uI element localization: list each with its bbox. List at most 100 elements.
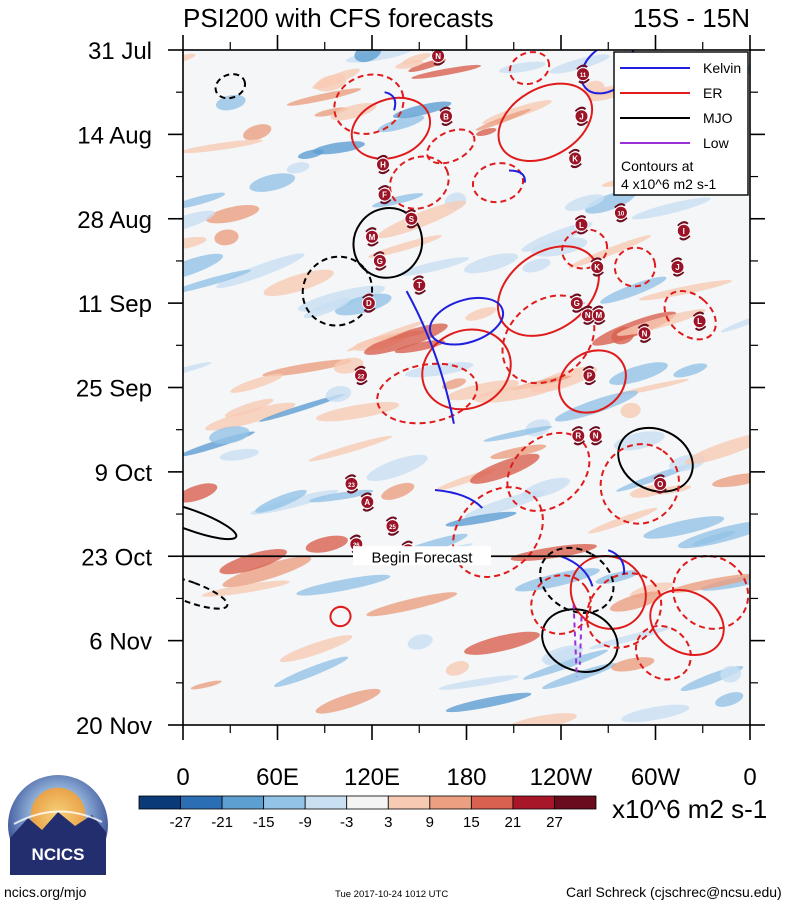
x-axis: 0 60E 120E 180 120W 60W 0: [176, 35, 757, 791]
colorbar-label: -27: [170, 814, 192, 831]
storm-marker: T: [412, 275, 427, 295]
legend-note: 4 x10^6 m2 s-1: [621, 176, 716, 192]
colorbar-swatch: [304, 795, 348, 810]
anomaly-patch: [183, 210, 215, 233]
x-tick-label: 0: [176, 764, 189, 791]
storm-tail: [362, 293, 376, 313]
colorbar-label: 9: [426, 814, 434, 831]
wave-contour: [558, 349, 627, 414]
storm-marker: 10: [613, 203, 628, 223]
colorbar-swatch: [138, 795, 181, 810]
legend-label: MJO: [703, 110, 733, 126]
storm-marker: 22: [354, 365, 368, 386]
storm-circle: [412, 278, 427, 292]
wave-contour: [663, 290, 717, 341]
storm-label: 23: [348, 483, 355, 489]
y-tick-label: 23 Oct: [81, 544, 152, 571]
storm-tail: [576, 64, 590, 84]
storm-circle: [360, 495, 375, 509]
kelvin-contour: [384, 91, 397, 111]
x-tick-label: 180: [446, 764, 486, 791]
storm-label: B: [443, 112, 449, 121]
storm-label: J: [579, 112, 583, 121]
anomaly-patch: [183, 192, 226, 210]
wave-contour: [649, 588, 725, 657]
storm-circle: [653, 476, 668, 491]
anomaly-patch: [638, 280, 732, 301]
anomaly-patch: [715, 692, 744, 707]
wave-contour: [672, 554, 750, 630]
wave-contour: [421, 328, 512, 411]
anomaly-patch: [490, 444, 547, 460]
wave-contour: [376, 362, 478, 425]
anomaly-patch: [394, 340, 445, 354]
storm-tail: [568, 148, 582, 169]
wave-contour: [214, 73, 247, 100]
chart-region-label: 15S - 15N: [633, 3, 750, 33]
anomaly-patch: [398, 257, 469, 276]
x-tick-label: 120W: [530, 764, 593, 791]
anomaly-patch: [222, 556, 312, 588]
storm-circle: [637, 326, 652, 341]
anomaly-patch: [314, 107, 348, 117]
forecast-label-bg: [353, 546, 491, 566]
storm-circle: [404, 211, 419, 226]
colorbar-swatch: [387, 795, 431, 810]
anomaly-patch: [445, 661, 470, 676]
anomaly-patch: [183, 361, 212, 379]
anomaly-patch: [183, 253, 224, 282]
storm-tail: [653, 474, 667, 494]
storm-circle: [588, 428, 603, 443]
storm-tail: [377, 185, 392, 205]
storm-circle: [365, 229, 379, 244]
storm-circle: [574, 217, 589, 232]
footer-author: Carl Schreck (cjschrec@ncsu.edu): [566, 884, 782, 900]
colorbar-label: -21: [211, 814, 233, 831]
legend-label: Kelvin: [703, 60, 741, 76]
storm-marker: M: [365, 227, 379, 247]
anomaly-patch: [230, 373, 283, 393]
anomaly-patch: [464, 490, 547, 519]
anomaly-patch: [330, 103, 377, 121]
legend-label: Low: [703, 135, 730, 151]
anomaly-patch: [381, 482, 415, 500]
storm-label: 10: [618, 212, 625, 218]
storm-tail: [360, 492, 374, 512]
anomaly-patch: [190, 680, 222, 690]
storm-label: N: [435, 52, 441, 61]
anomaly-patch: [611, 657, 655, 672]
anomaly-patch: [522, 258, 551, 273]
anomaly-patch: [255, 489, 307, 513]
storm-marker: H: [376, 154, 390, 175]
storm-label: S: [409, 215, 415, 224]
storm-label: M: [595, 311, 602, 320]
kelvin-contour: [560, 555, 594, 587]
colorbar: -27 -21 -15 -9 -3 3 9 15 21 27: [138, 795, 597, 831]
storm-circle: [590, 260, 605, 274]
y-tick-label: 6 Nov: [89, 629, 152, 656]
storm-marker: J: [574, 106, 589, 126]
wave-contour: [471, 162, 525, 204]
anomaly-patch: [621, 704, 690, 723]
storm-label: N: [585, 311, 591, 320]
storm-marker: J: [670, 257, 685, 277]
storm-marker: L: [574, 215, 589, 235]
storm-label: J: [675, 263, 679, 272]
wave-contour: [428, 296, 505, 346]
footer-url[interactable]: ncics.org/mjo: [4, 884, 87, 900]
storm-tail: [581, 305, 595, 325]
storm-circle: [344, 476, 359, 491]
storm-label: R: [575, 432, 581, 441]
anomaly-patch: [209, 426, 250, 444]
anomaly-patch: [219, 548, 287, 575]
storm-label: G: [377, 257, 383, 266]
storm-tail: [439, 106, 453, 126]
wave-contour: [561, 228, 609, 270]
anomaly-patch: [312, 141, 365, 155]
forecast-start-line: Begin Forecast: [183, 546, 750, 566]
anomaly-patch: [521, 222, 593, 252]
logo-mountains: [10, 812, 106, 875]
kelvin-contour: [607, 549, 626, 575]
